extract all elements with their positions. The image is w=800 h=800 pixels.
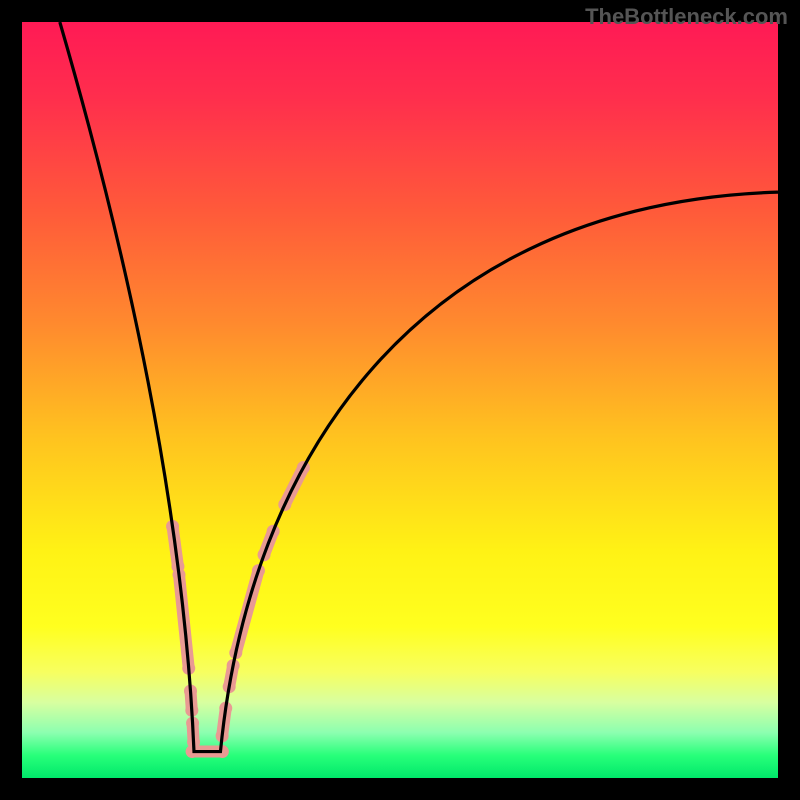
- watermark-text: TheBottleneck.com: [585, 4, 788, 30]
- chart-container: TheBottleneck.com: [0, 0, 800, 800]
- chart-svg: [0, 0, 800, 800]
